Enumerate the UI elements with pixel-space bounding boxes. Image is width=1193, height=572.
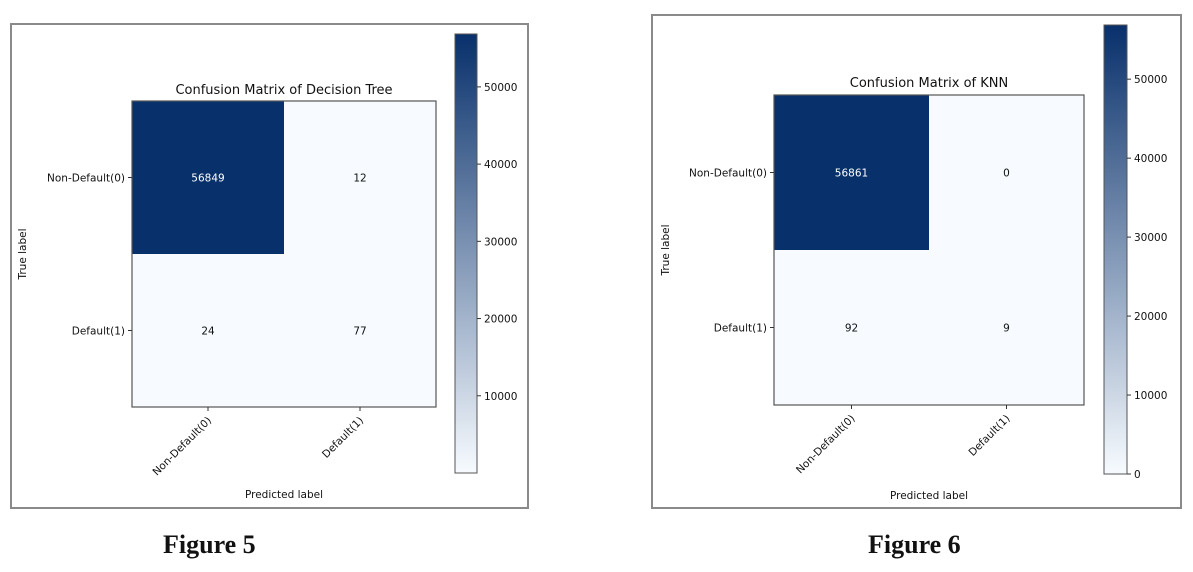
- knn-colorbar-tick-label-5: 50000: [1134, 74, 1167, 86]
- figure-5-panel: Confusion Matrix of Decision Tree 56849 12…: [10, 23, 529, 509]
- knn-cell-r0-c0: [774, 95, 929, 250]
- knn-xtick-label-1: Default(1): [966, 413, 1012, 459]
- dt-chart-title: Confusion Matrix of Decision Tree: [175, 83, 392, 98]
- knn-colorbar-tick-label-1: 10000: [1134, 390, 1167, 402]
- knn-axes-frame: [773, 94, 1085, 406]
- dt-colorbar-tick-label-1: 20000: [484, 314, 517, 326]
- dt-colorbar-tick-label-3: 40000: [484, 159, 517, 171]
- knn-colorbar-tick-label-2: 20000: [1134, 311, 1167, 323]
- knn-colorbar-tick-label-4: 40000: [1134, 153, 1167, 165]
- dt-yaxis-label: True label: [17, 228, 29, 280]
- knn-cell-r1-c0: [774, 250, 929, 405]
- dt-axes-frame: [131, 100, 437, 408]
- knn-ytick-label-1: Default(1): [714, 323, 767, 335]
- dt-xtick-label-1: Default(1): [320, 415, 366, 461]
- dt-colorbar-tick-label-0: 10000: [484, 391, 517, 403]
- dt-ytick-label-0: Non-Default(0): [47, 173, 125, 185]
- dt-colorbar-tick-label-2: 30000: [484, 236, 517, 248]
- knn-cell-r0-c1: [929, 95, 1084, 250]
- confusion-matrix-knn-chart: Confusion Matrix of KNN 56861 0 92 9 Non-Defa…: [660, 24, 1167, 502]
- dt-cell-value-r0-c1: 12: [353, 173, 366, 185]
- knn-xtick-label-0: Non-Default(0): [794, 413, 858, 477]
- knn-ytick-label-0: Non-Default(0): [689, 168, 767, 180]
- knn-cell-value-r0-c1: 0: [1003, 168, 1010, 180]
- figure-6-caption: Figure 6: [868, 530, 961, 559]
- dt-ytick-label-1: Default(1): [72, 326, 125, 338]
- knn-cell-value-r1-c0: 92: [845, 323, 858, 335]
- knn-chart-title: Confusion Matrix of KNN: [850, 76, 1009, 91]
- knn-cell-value-r1-c1: 9: [1003, 323, 1010, 335]
- dt-cell-r1-c1: [284, 254, 436, 407]
- dt-xtick-label-0: Non-Default(0): [151, 415, 215, 479]
- dt-colorbar-tick-label-4: 50000: [484, 82, 517, 94]
- confusion-matrix-decision-tree-chart: Confusion Matrix of Decision Tree 56849 12…: [17, 33, 517, 501]
- dt-cell-r0-c0: [132, 101, 284, 254]
- knn-xaxis-label: Predicted label: [890, 490, 968, 502]
- dt-cell-value-r1-c1: 77: [353, 326, 366, 338]
- dt-cell-r0-c1: [284, 101, 436, 254]
- dt-colorbar: [454, 33, 478, 474]
- knn-colorbar-tick-label-0: 0: [1134, 469, 1141, 481]
- knn-cell-r1-c1: [929, 250, 1084, 405]
- knn-colorbar-tick-label-3: 30000: [1134, 232, 1167, 244]
- knn-yaxis-label: True label: [660, 224, 672, 276]
- dt-cell-value-r1-c0: 24: [201, 326, 215, 338]
- figure-6-panel: Confusion Matrix of KNN 56861 0 92 9 Non-Defa…: [651, 14, 1182, 509]
- dt-cell-value-r0-c0: 56849: [191, 173, 224, 185]
- knn-colorbar: [1103, 24, 1128, 475]
- figure-5-caption: Figure 5: [163, 530, 256, 559]
- knn-cell-value-r0-c0: 56861: [835, 168, 868, 180]
- dt-xaxis-label: Predicted label: [245, 489, 323, 501]
- dt-cell-r1-c0: [132, 254, 284, 407]
